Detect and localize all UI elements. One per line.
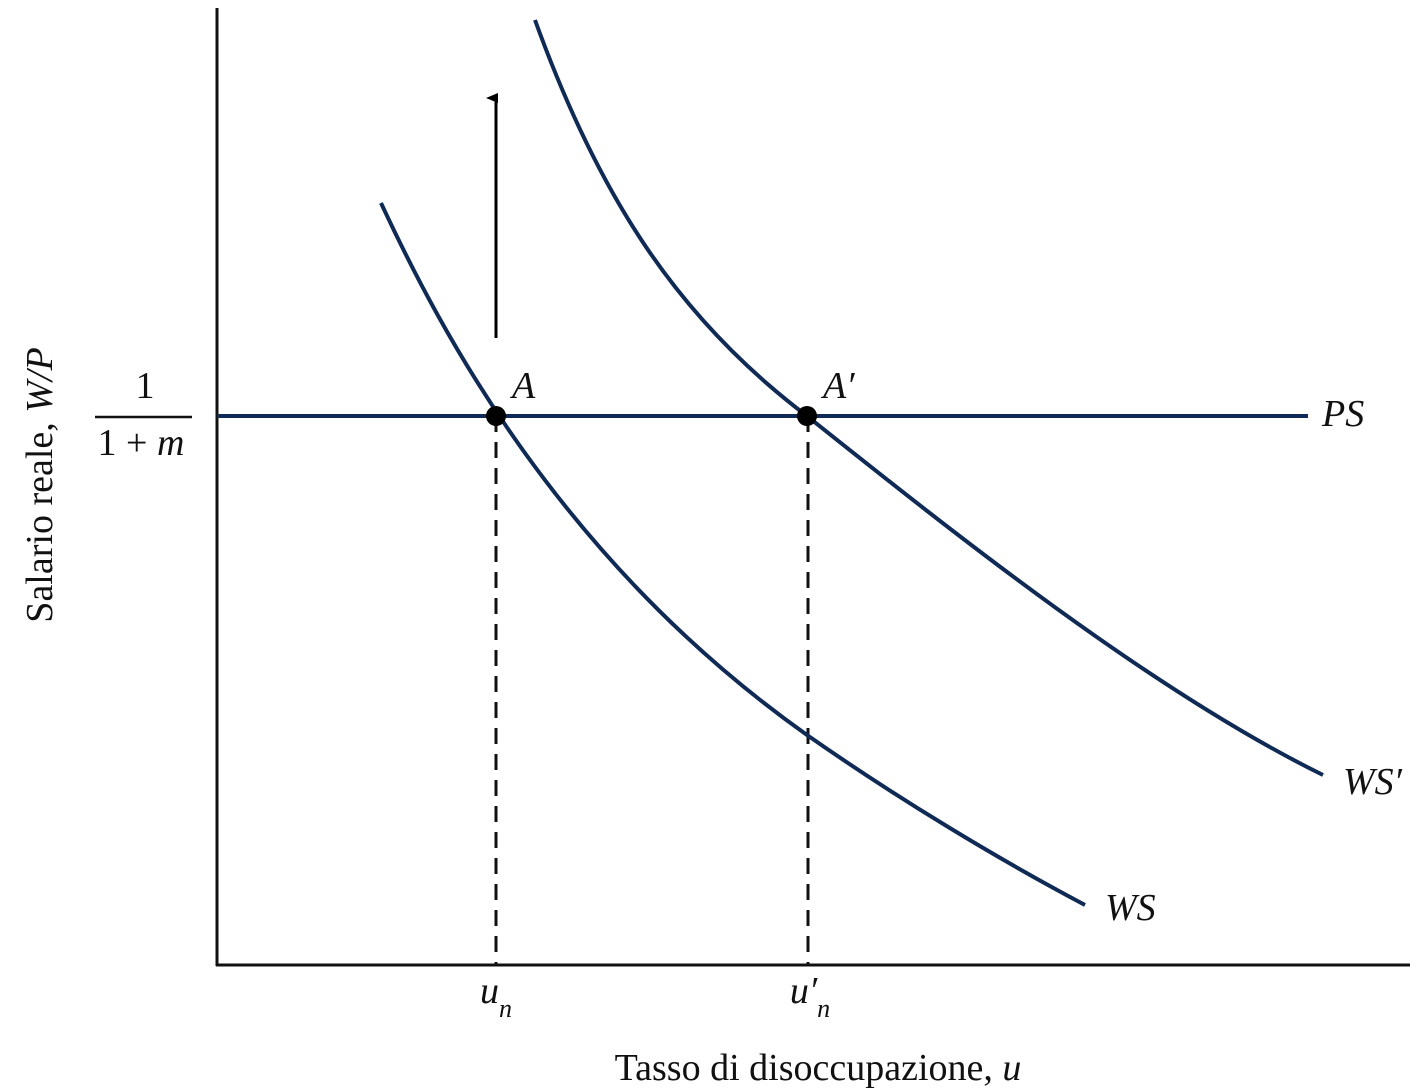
ws-curve (379, 202, 1086, 907)
curve-label: PS (1321, 393, 1364, 435)
curve-label: WS (1105, 887, 1156, 929)
equilibrium-point (486, 406, 506, 426)
tick-variable: u′ (790, 970, 818, 1012)
point-label: A′ (820, 365, 855, 407)
x-tick-label: u′n (790, 970, 830, 1023)
x-axis-text: Tasso di disoccupazione, (615, 1047, 1003, 1089)
y-axis-text: Salario reale, (19, 413, 61, 623)
ws-prime-curve (533, 19, 1324, 777)
x-axis-label: Tasso di disoccupazione, u (615, 1047, 1022, 1089)
curve-label: WS′ (1343, 761, 1403, 803)
y-tick-numerator: 1 (136, 365, 155, 407)
y-axis-label: Salario reale, W/P (19, 347, 61, 622)
denominator-text: 1 + (98, 422, 157, 464)
y-axis-variable: W/P (19, 347, 61, 412)
equilibrium-point (797, 406, 817, 426)
x-tick-label: un (480, 970, 512, 1023)
tick-variable: u (480, 970, 499, 1012)
tick-subscript: n (499, 994, 512, 1023)
point-label: A (509, 365, 536, 407)
x-axis-variable: u (1002, 1047, 1021, 1089)
denominator-variable: m (157, 422, 184, 464)
tick-subscript: n (817, 994, 830, 1023)
y-tick-denominator: 1 + m (98, 422, 185, 464)
